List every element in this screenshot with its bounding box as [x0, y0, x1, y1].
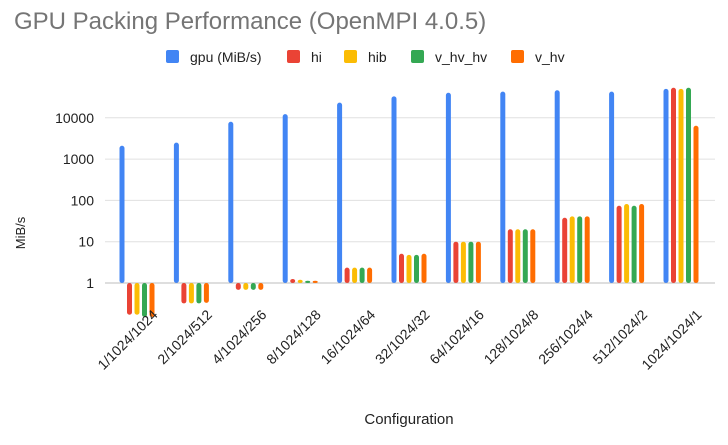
bar-hib [243, 283, 249, 290]
bar-hi [453, 241, 459, 283]
legend-label: gpu (MiB/s) [190, 49, 262, 65]
bar-hi [127, 283, 132, 315]
bar-v-hv [149, 283, 155, 318]
bar-v-hv-hv [142, 283, 147, 318]
bar-gpu-mib-s- [173, 142, 179, 283]
x-tick-label: 8/1024/128 [263, 306, 324, 367]
bar-hib [678, 88, 684, 283]
bar-hib [188, 283, 194, 304]
legend-swatch [511, 50, 524, 63]
bar-gpu-mib-s- [337, 102, 343, 283]
legend-swatch [287, 50, 300, 63]
bar-gpu-mib-s- [445, 92, 451, 284]
x-tick-label: 2/1024/512 [154, 306, 215, 367]
legend-label: v_hv [535, 49, 565, 65]
bar-hib [297, 279, 303, 283]
x-tick-label: 128/1024/8 [481, 306, 542, 367]
legend-swatch [411, 50, 424, 63]
bar-hi [344, 267, 350, 283]
bar-gpu-mib-s- [500, 91, 506, 283]
bar-hi [235, 283, 241, 290]
bar-hi [181, 283, 187, 304]
legend-label: hib [368, 49, 387, 65]
bar-hib [624, 203, 630, 283]
x-tick-label: 64/1024/16 [426, 306, 487, 367]
bar-hib [569, 216, 575, 283]
chart-title: GPU Packing Performance (OpenMPI 4.0.5) [14, 8, 486, 35]
bar-v-hv-hv [250, 283, 256, 290]
x-axis-ticks: 1/1024/10242/1024/5124/1024/2568/1024/12… [94, 306, 705, 373]
x-tick-label: 32/1024/32 [372, 306, 433, 367]
x-tick-label: 4/1024/256 [209, 306, 270, 367]
bar-v-hv [203, 283, 209, 303]
bar-gpu-mib-s- [228, 121, 234, 283]
bar-gpu-mib-s- [609, 91, 615, 283]
bar-v-hv-hv [631, 205, 637, 283]
bar-v-hv [312, 280, 318, 283]
bar-gpu-mib-s- [554, 90, 560, 283]
bar-hib [515, 229, 521, 283]
y-tick-label: 1 [86, 275, 94, 291]
legend: gpu (MiB/s) hi hib v_hv_hv v_hv [166, 49, 565, 65]
bar-v-hv-hv [686, 87, 691, 283]
x-tick-label: 1/1024/1024 [94, 306, 161, 373]
bar-v-hv [421, 253, 427, 283]
bar-hib [406, 254, 412, 283]
y-axis-label: MiB/s [13, 216, 28, 249]
bar-gpu-mib-s- [663, 88, 669, 283]
x-axis-label: Configuration [364, 411, 453, 428]
bar-v-hv-hv [468, 241, 474, 283]
bar-hi [290, 278, 296, 283]
bar-v-hv-hv [577, 216, 583, 283]
bar-v-hv [693, 125, 699, 283]
bars [119, 87, 699, 318]
bar-hi [507, 229, 513, 283]
bar-hi [562, 217, 568, 283]
bar-v-hv-hv [305, 280, 311, 283]
legend-swatch [166, 50, 179, 63]
y-tick-label: 100 [71, 192, 95, 208]
bar-v-hv-hv [359, 267, 365, 283]
bar-v-hv [530, 229, 536, 283]
bar-v-hv-hv [522, 229, 528, 283]
bar-hi [671, 87, 676, 283]
bar-hib [134, 283, 140, 315]
bar-gpu-mib-s- [119, 145, 125, 283]
bar-v-hv [584, 216, 590, 283]
legend-label: hi [311, 49, 322, 65]
legend-swatch [344, 50, 357, 63]
bar-v-hv [367, 267, 373, 283]
y-tick-label: 10 [78, 234, 94, 250]
y-tick-label: 1000 [63, 151, 94, 167]
bar-hib [352, 267, 358, 283]
legend-label: v_hv_hv [435, 49, 487, 65]
bar-v-hv [475, 241, 481, 283]
bar-gpu-mib-s- [391, 96, 397, 283]
bar-v-hv-hv [414, 254, 419, 283]
x-tick-label: 256/1024/4 [535, 306, 596, 367]
x-tick-label: 16/1024/64 [317, 306, 378, 367]
y-tick-label: 10000 [55, 110, 94, 126]
y-axis-ticks: 1 10 100 1000 10000 [55, 110, 94, 291]
bar-hi [399, 253, 404, 283]
bar-hi [616, 205, 622, 283]
bar-v-hv [258, 283, 264, 290]
bar-v-hv-hv [196, 283, 202, 304]
bar-hib [460, 241, 466, 283]
bar-v-hv [639, 203, 645, 283]
bar-gpu-mib-s- [282, 114, 288, 284]
